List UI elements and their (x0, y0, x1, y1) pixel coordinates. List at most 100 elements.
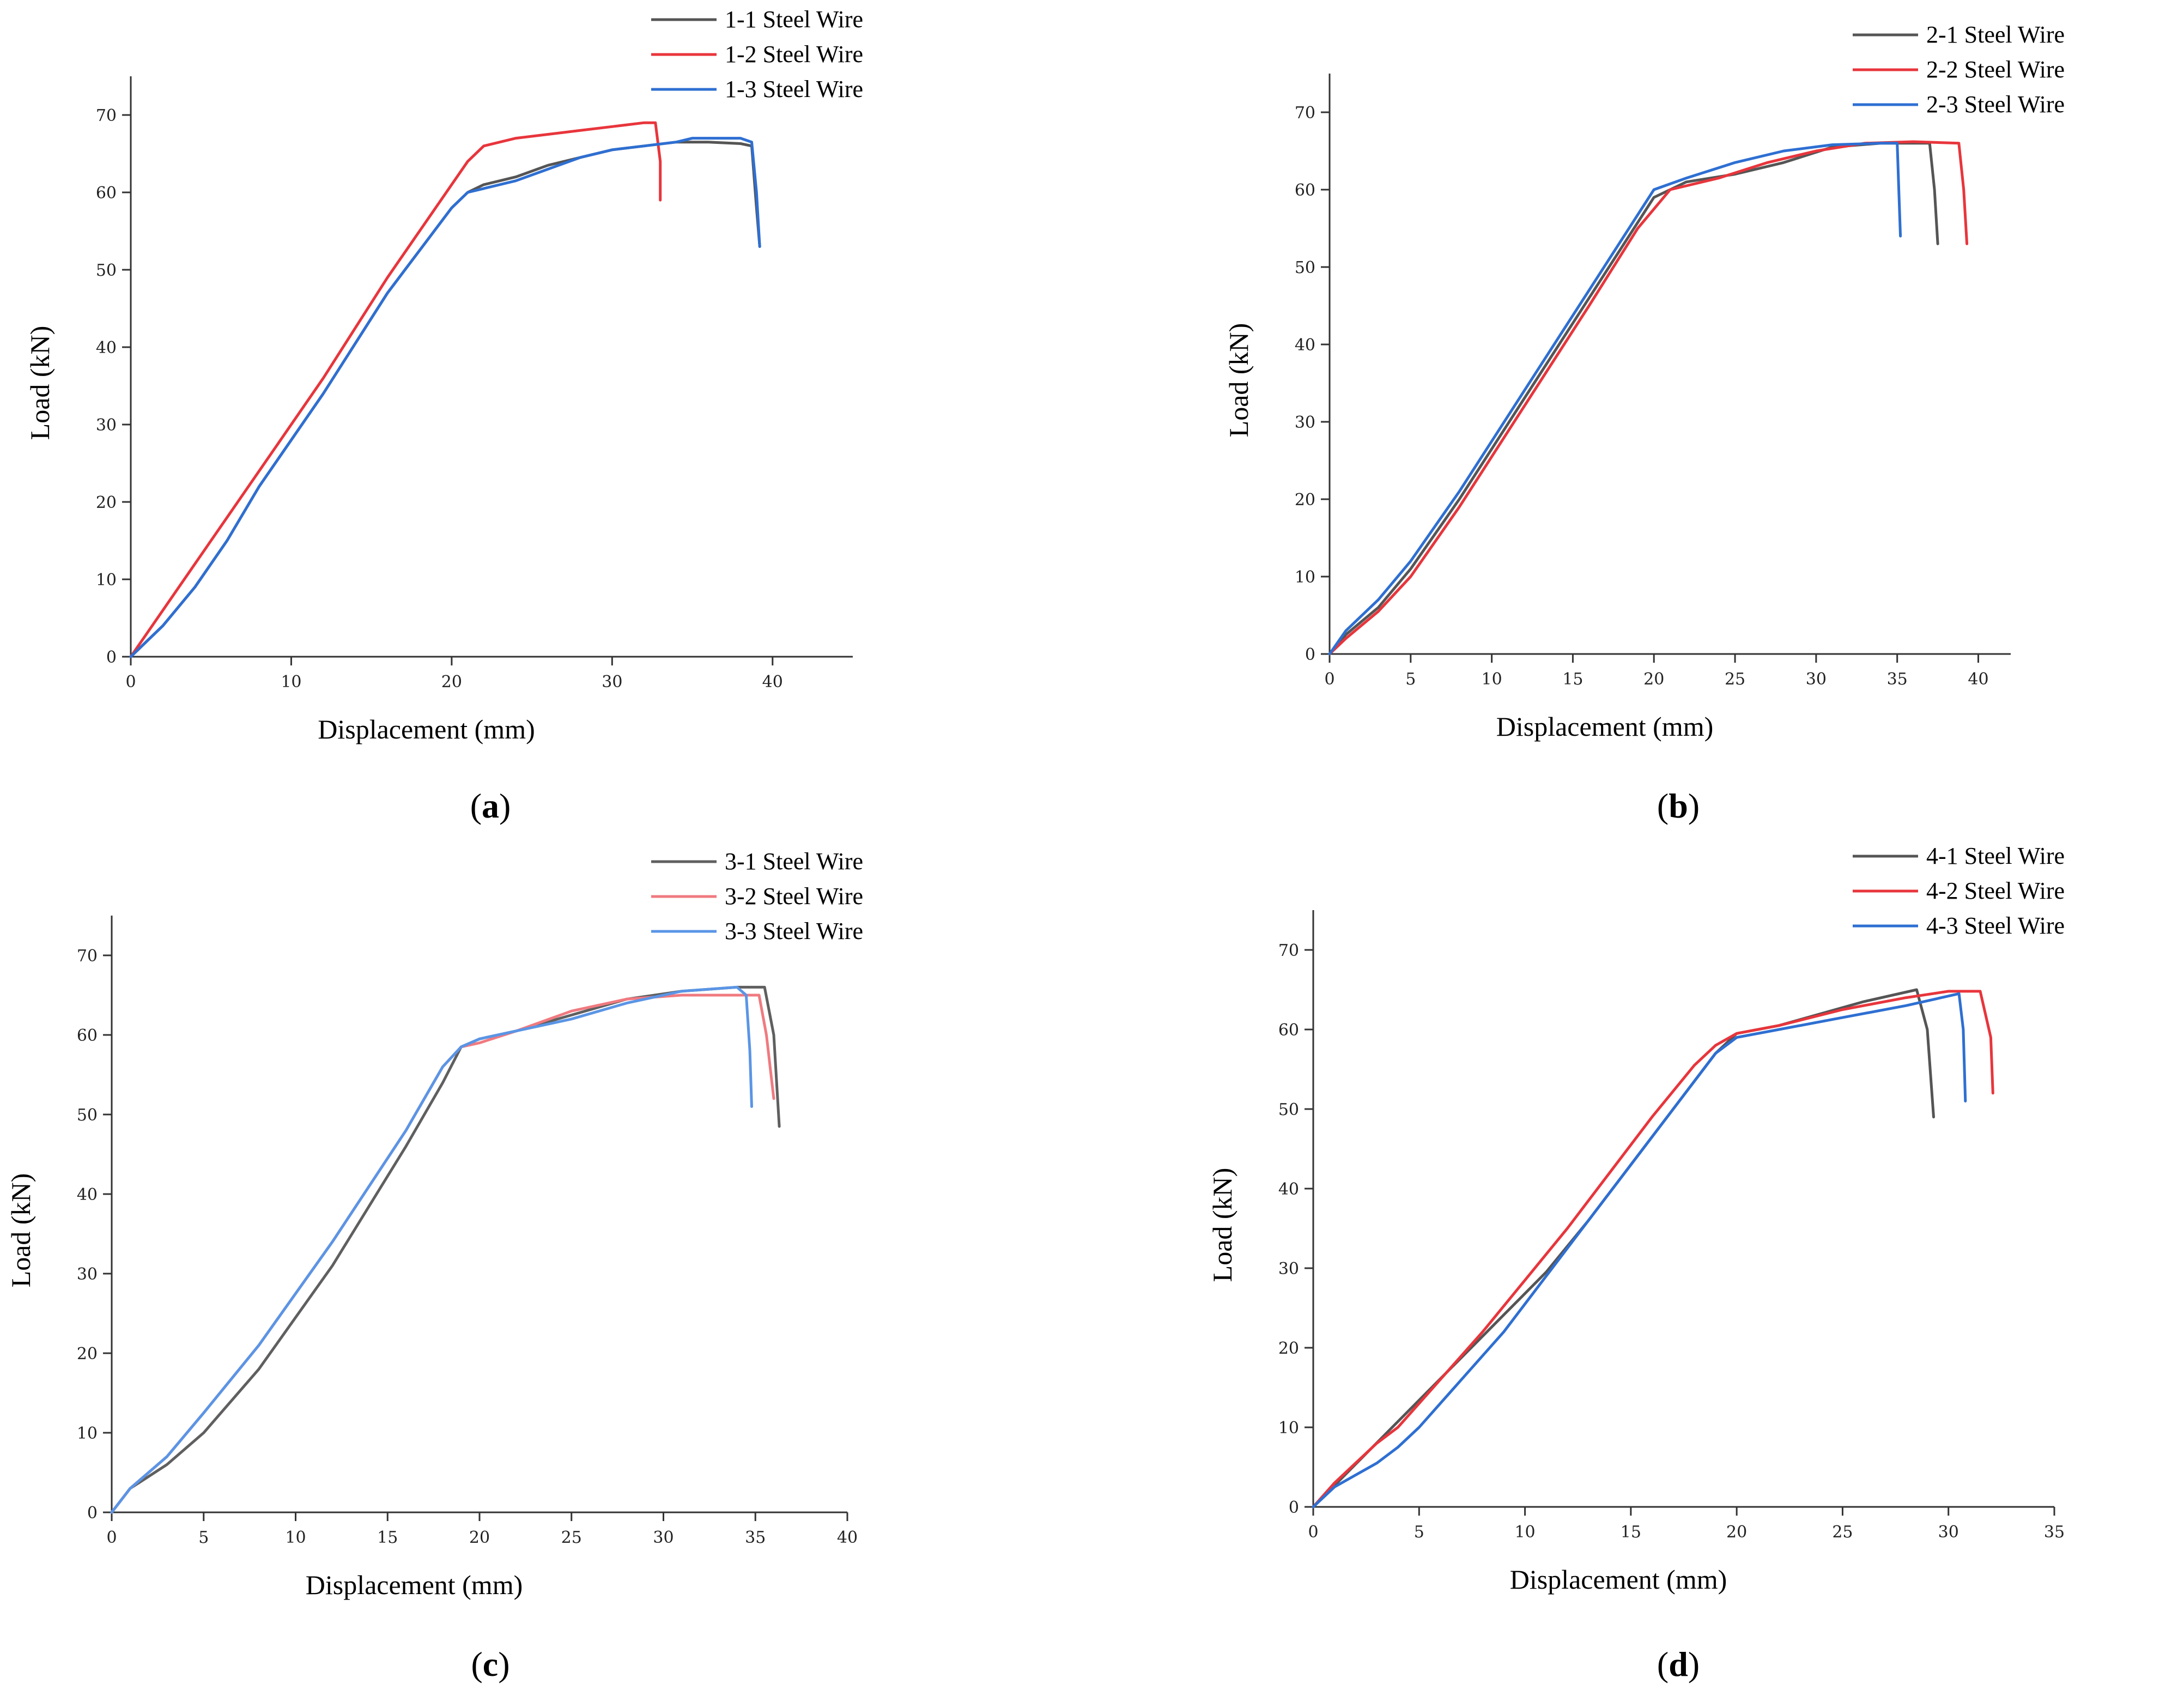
panel-caption-letter: b (1669, 786, 1688, 825)
x-tick-label: 40 (837, 1528, 858, 1547)
legend-entry: 3-3 Steel Wire (725, 918, 863, 944)
chart-panel-d: 0 5 10 15 20 25 30 35 0 10 20 30 40 50 60 70 Displacemen… (1207, 843, 2065, 1683)
x-tick-label: 0 (1324, 670, 1334, 689)
x-tick-label: 15 (377, 1528, 398, 1547)
panel-caption: (b) (1657, 786, 1700, 825)
series-line-4-1 (1312, 988, 1935, 1509)
y-tick-label: 50 (1295, 258, 1315, 277)
series-line-1-2 (129, 121, 662, 658)
y-tick-label: 20 (1278, 1339, 1299, 1358)
x-tick-label: 5 (1405, 670, 1416, 689)
x-tick-label: 15 (1562, 670, 1583, 689)
y-tick-label: 40 (77, 1185, 98, 1204)
series-line-2-2 (1328, 140, 1969, 656)
series-line-1-1 (129, 141, 761, 658)
x-tick-label: 35 (745, 1528, 766, 1547)
x-tick-label: 30 (653, 1528, 674, 1547)
legend-entry: 2-2 Steel Wire (1926, 56, 2065, 83)
series-line-3-1 (110, 985, 781, 1514)
legend-entry: 1-1 Steel Wire (725, 6, 863, 33)
legend-entry: 2-3 Steel Wire (1926, 91, 2065, 118)
legend-entry: 1-3 Steel Wire (725, 76, 863, 102)
legend-entry: 3-1 Steel Wire (725, 848, 863, 875)
x-tick-label: 5 (1414, 1523, 1424, 1542)
x-tick-label: 0 (106, 1528, 117, 1547)
x-tick-label: 40 (1968, 670, 1988, 689)
x-tick-label: 0 (1308, 1523, 1318, 1542)
y-tick-label: 40 (1278, 1180, 1299, 1199)
x-tick-label: 25 (1725, 670, 1745, 689)
x-tick-label: 35 (2044, 1523, 2065, 1542)
x-tick-label: 35 (1887, 670, 1908, 689)
y-tick-label: 0 (1305, 645, 1315, 664)
y-tick-label: 70 (1295, 104, 1315, 123)
x-tick-label: 10 (1482, 670, 1502, 689)
x-tick-label: 0 (125, 673, 136, 692)
x-tick-label: 10 (281, 673, 301, 692)
y-tick-label: 40 (1295, 336, 1315, 355)
legend-entry: 4-2 Steel Wire (1926, 877, 2065, 904)
y-tick-label: 20 (1295, 490, 1315, 510)
panel-caption: (d) (1657, 1645, 1700, 1683)
y-tick-label: 30 (1278, 1259, 1299, 1279)
x-axis-title: Displacement (mm) (306, 1570, 523, 1600)
x-tick-label: 20 (441, 673, 462, 692)
y-tick-label: 60 (77, 1026, 98, 1045)
y-tick-label: 50 (96, 261, 117, 280)
panel-caption-letter: a (482, 786, 499, 825)
series-line-4-2 (1312, 990, 1994, 1509)
y-tick-label: 70 (96, 106, 117, 125)
x-tick-label: 25 (1832, 1523, 1853, 1542)
x-tick-label: 40 (762, 673, 783, 692)
chart-panel-b: 0 5 10 15 20 25 30 35 40 0 10 20 30 40 50 60 70 Displacem… (1223, 21, 2065, 825)
legend-entry: 2-1 Steel Wire (1926, 21, 2065, 48)
x-tick-label: 20 (1726, 1523, 1747, 1542)
x-tick-label: 20 (469, 1528, 490, 1547)
legend-entry: 1-2 Steel Wire (725, 41, 863, 68)
y-tick-label: 50 (77, 1106, 98, 1125)
y-axis-title: Load (kN) (1207, 1168, 1237, 1282)
y-tick-label: 50 (1278, 1100, 1299, 1119)
panel-caption: (a) (470, 786, 511, 825)
y-tick-label: 0 (87, 1504, 98, 1523)
x-tick-label: 20 (1643, 670, 1664, 689)
legend-entry: 4-1 Steel Wire (1926, 843, 2065, 869)
y-tick-label: 10 (1278, 1419, 1299, 1438)
y-tick-label: 30 (77, 1265, 98, 1284)
series-line-4-3 (1312, 992, 1967, 1509)
y-axis-title: Load (kN) (25, 326, 55, 440)
y-tick-label: 0 (1289, 1498, 1299, 1517)
x-axis-title: Displacement (mm) (318, 714, 535, 744)
y-axis-title: Load (kN) (1223, 323, 1254, 438)
legend-entry: 4-3 Steel Wire (1926, 912, 2065, 939)
y-tick-label: 0 (106, 648, 117, 667)
x-tick-label: 25 (561, 1528, 582, 1547)
x-tick-label: 15 (1621, 1523, 1641, 1542)
y-tick-label: 10 (96, 571, 117, 590)
series-line-3-2 (110, 994, 775, 1514)
y-tick-label: 70 (1278, 941, 1299, 960)
x-tick-label: 10 (285, 1528, 306, 1547)
y-tick-label: 60 (1278, 1021, 1299, 1040)
x-tick-label: 10 (1514, 1523, 1535, 1542)
y-tick-label: 40 (96, 338, 117, 358)
legend-entry: 3-2 Steel Wire (725, 883, 863, 910)
y-tick-label: 70 (77, 947, 98, 966)
panel-caption-letter: c (483, 1645, 498, 1683)
x-axis-title: Displacement (mm) (1496, 711, 1714, 742)
series-line-2-3 (1328, 142, 1902, 656)
chart-panel-a: 0 10 20 30 40 0 10 20 30 40 50 60 70 Displacement (mm… (25, 6, 863, 825)
x-tick-label: 30 (602, 673, 622, 692)
panel-caption: (c) (471, 1645, 509, 1683)
y-tick-label: 20 (96, 493, 117, 512)
y-tick-label: 10 (77, 1424, 98, 1443)
series-line-1-3 (129, 137, 761, 658)
series-line-3-3 (110, 985, 753, 1514)
x-tick-label: 30 (1806, 670, 1827, 689)
chart-panel-c: 0 5 10 15 20 25 30 35 40 0 10 20 30 40 50 60 70 Displacem… (5, 848, 863, 1683)
x-tick-label: 5 (198, 1528, 209, 1547)
y-tick-label: 60 (1295, 181, 1315, 200)
y-tick-label: 30 (1295, 413, 1315, 432)
y-tick-label: 10 (1295, 568, 1315, 587)
